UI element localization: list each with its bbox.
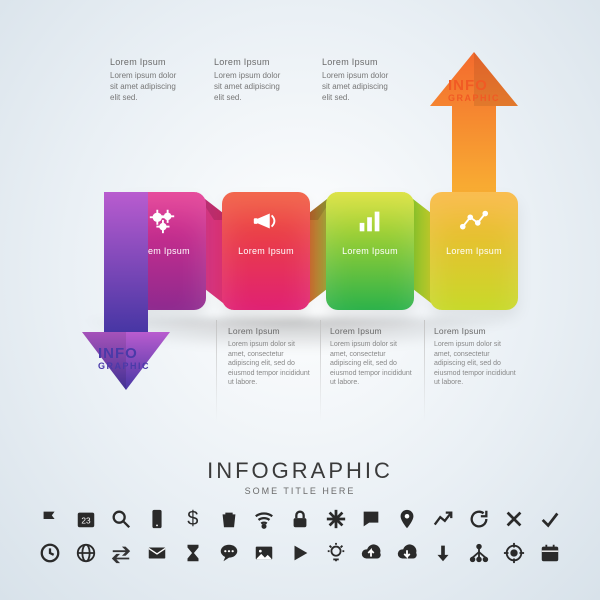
icon-grid: 23 $: [34, 506, 566, 566]
top-label-2-title: Lorem Ipsum: [214, 56, 288, 68]
col-text-3: Lorem Ipsum Lorem ipsum dolor sit amet, …: [330, 326, 414, 388]
panel-2-label: Lorem Ipsum: [238, 246, 294, 256]
arrow-down-icon: [427, 540, 459, 566]
arrows-lr-icon: [105, 540, 137, 566]
panel-4-label: Lorem Ipsum: [446, 246, 502, 256]
bars-icon: [355, 206, 385, 236]
panel-2: Lorem Ipsum: [222, 192, 310, 310]
image-icon: [248, 540, 280, 566]
col-sep-2: [320, 320, 321, 422]
svg-text:23: 23: [81, 517, 91, 526]
flag-icon: [34, 506, 66, 532]
trash-icon: [213, 506, 245, 532]
arrow-down-tag: INFO GRAPHIC: [98, 346, 150, 371]
wifi-icon: [248, 506, 280, 532]
clock-icon: [34, 540, 66, 566]
col-sep-1: [216, 320, 217, 422]
col-text-2-title: Lorem Ipsum: [228, 326, 312, 337]
col-text-3-title: Lorem Ipsum: [330, 326, 414, 337]
calendar2-icon: [534, 540, 566, 566]
pin-icon: [391, 506, 423, 532]
chart-up-icon: [427, 506, 459, 532]
top-label-2: Lorem Ipsum Lorem ipsum dolor sit amet a…: [214, 56, 288, 104]
phone-icon: [141, 506, 173, 532]
lock-icon: [284, 506, 316, 532]
arrow-up: [430, 52, 518, 202]
dollar-icon: $: [177, 506, 209, 532]
panel-3-label: Lorem Ipsum: [342, 246, 398, 256]
nodes-icon: [459, 206, 489, 236]
arrow-up-tag-line2: GRAPHIC: [448, 94, 500, 103]
top-label-3-title: Lorem Ipsum: [322, 56, 396, 68]
network-icon: [463, 540, 495, 566]
bulb-icon: [320, 540, 352, 566]
calendar-icon: 23: [70, 506, 102, 532]
target-icon: [499, 540, 531, 566]
close-icon: [499, 506, 531, 532]
arrow-down-tag-line1: INFO: [98, 345, 138, 362]
hourglass-icon: [177, 540, 209, 566]
megaphone-icon: [251, 206, 281, 236]
top-label-1-body: Lorem ipsum dolor sit amet adipiscing el…: [110, 71, 184, 103]
refresh-icon: [463, 506, 495, 532]
gear-icon: [320, 506, 352, 532]
col-sep-3: [424, 320, 425, 422]
cloud-down-icon: [391, 540, 423, 566]
footer-title-big: INFOGRAPHIC: [0, 458, 600, 484]
col-text-3-body: Lorem ipsum dolor sit amet, consectetur …: [330, 340, 414, 387]
mail-icon: [141, 540, 173, 566]
search-icon: [105, 506, 137, 532]
check-icon: [534, 506, 566, 532]
panel-4: Lorem Ipsum: [430, 192, 518, 310]
col-text-2-body: Lorem ipsum dolor sit amet, consectetur …: [228, 340, 312, 387]
cloud-up-icon: [356, 540, 388, 566]
col-text-4-title: Lorem Ipsum: [434, 326, 518, 337]
globe-icon: [70, 540, 102, 566]
col-text-4: Lorem Ipsum Lorem ipsum dolor sit amet, …: [434, 326, 518, 388]
top-label-3-body: Lorem ipsum dolor sit amet adipiscing el…: [322, 71, 396, 103]
chat-icon: [356, 506, 388, 532]
arrow-down-tag-line2: GRAPHIC: [98, 362, 150, 371]
top-label-3: Lorem Ipsum Lorem ipsum dolor sit amet a…: [322, 56, 396, 104]
col-text-4-body: Lorem ipsum dolor sit amet, consectetur …: [434, 340, 518, 387]
footer-title-sub: SOME TITLE HERE: [0, 486, 600, 496]
top-label-1: Lorem Ipsum Lorem ipsum dolor sit amet a…: [110, 56, 184, 104]
arrow-up-tag: INFO GRAPHIC: [448, 78, 500, 103]
top-label-2-body: Lorem ipsum dolor sit amet adipiscing el…: [214, 71, 288, 103]
panel-3: Lorem Ipsum: [326, 192, 414, 310]
play-icon: [284, 540, 316, 566]
top-label-1-title: Lorem Ipsum: [110, 56, 184, 68]
col-text-2: Lorem Ipsum Lorem ipsum dolor sit amet, …: [228, 326, 312, 388]
arrow-up-tag-line1: INFO: [448, 77, 488, 94]
speech-icon: [213, 540, 245, 566]
footer-title: INFOGRAPHIC SOME TITLE HERE: [0, 458, 600, 496]
